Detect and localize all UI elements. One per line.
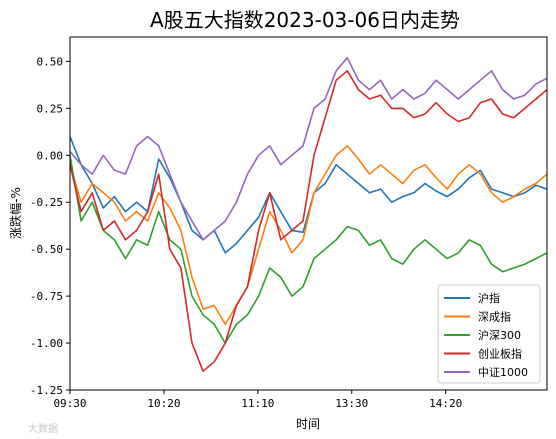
watermark: 大数据 [28, 422, 58, 435]
chart-title: A股五大指数2023-03-06日内走势 [150, 8, 460, 32]
plot-frame [69, 36, 548, 391]
series-layer [69, 56, 548, 373]
y-tick-label: -1.25 [30, 384, 63, 397]
y-tick-label: -1.00 [30, 337, 63, 350]
y-tick-label: -0.50 [30, 243, 63, 256]
y-tick-label: -0.25 [30, 196, 63, 209]
y-tick-label: -0.75 [30, 290, 63, 303]
ticks-layer: 0.50 0.25 0.00 -0.25 -0.50 -0.75 -1.00 -1.2509:… [30, 55, 462, 410]
x-tick-label: 13:30 [335, 397, 368, 410]
x-tick-label: 14:20 [429, 397, 462, 410]
x-axis-label: 时间 [296, 417, 320, 431]
x-tick-label: 09:30 [53, 397, 86, 410]
legend-label: 沪指 [478, 291, 500, 305]
series-line-4 [69, 56, 548, 241]
x-tick-label: 11:10 [241, 397, 274, 410]
series-line-0 [69, 136, 548, 254]
x-tick-label: 10:20 [147, 397, 180, 410]
legend-label: 创业板指 [478, 347, 522, 361]
y-tick-label: 0.25 [37, 102, 64, 115]
legend-label: 中证1000 [478, 366, 528, 379]
legend-label: 沪深300 [478, 328, 521, 342]
series-line-2 [69, 155, 548, 344]
legend-box [437, 284, 541, 384]
y-axis-label: 涨跌幅-% [8, 187, 23, 239]
legend-label: 深成指 [478, 310, 511, 324]
series-line-1 [69, 145, 548, 326]
y-tick-label: 0.00 [37, 149, 64, 162]
y-tick-label: 0.50 [37, 55, 64, 68]
series-line-3 [69, 70, 548, 373]
